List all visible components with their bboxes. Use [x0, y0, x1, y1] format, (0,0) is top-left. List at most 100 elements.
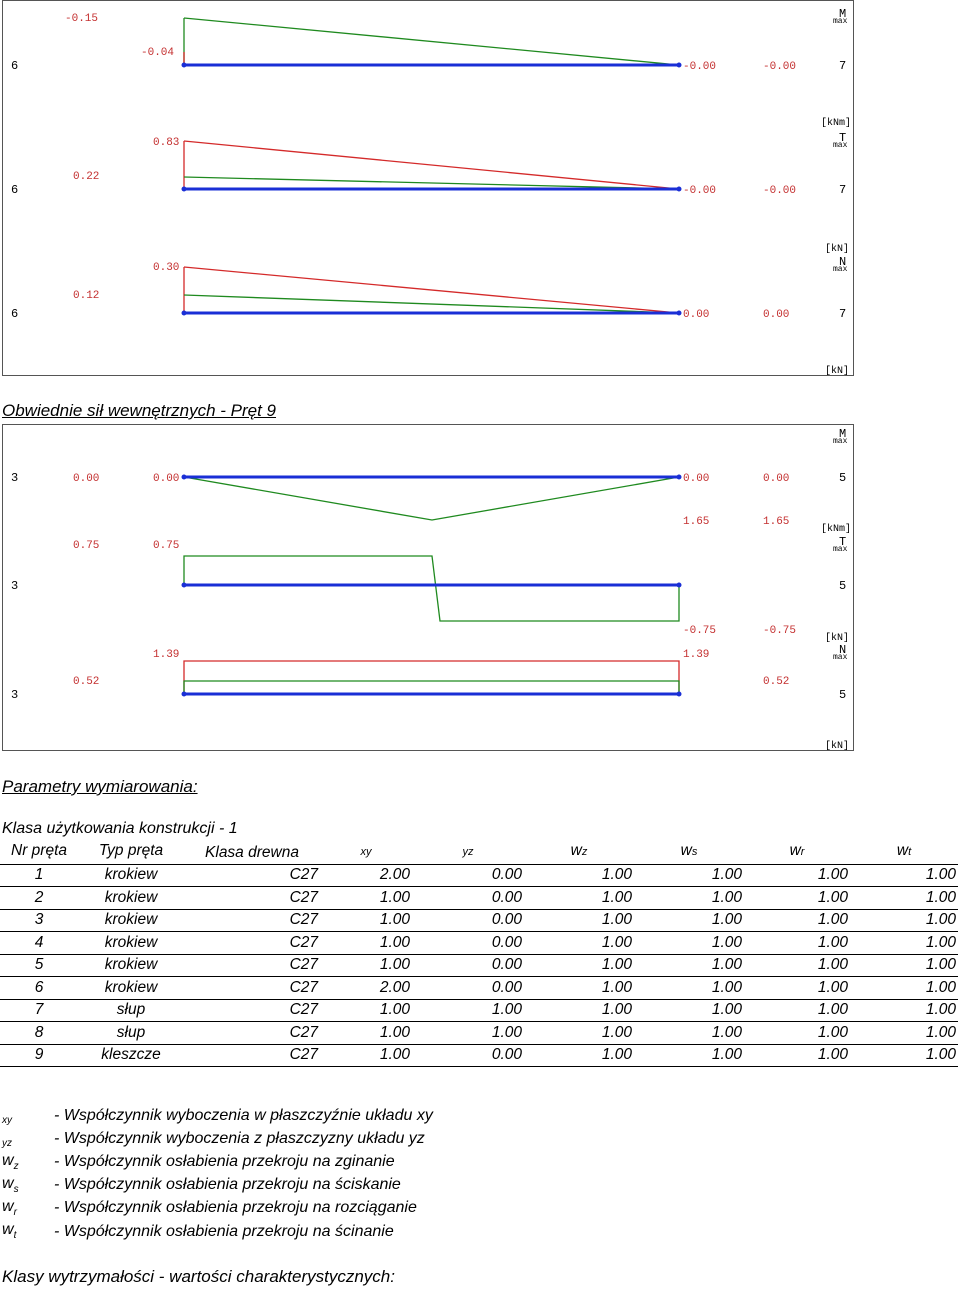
table-row: 8 słup C27 1.00 1.00 1.00 1.00 1.00 1.00 [0, 1021, 958, 1045]
n9-unit-sub: max [833, 653, 848, 662]
table-cell: 1 [0, 864, 78, 887]
col-header-wr: wr [744, 842, 850, 865]
legend-text: - Współczynnik wyboczenia w płaszczyźnie… [54, 1106, 433, 1124]
n-envelope-min [183, 294, 680, 314]
t-label-right-a: -0.00 [683, 185, 716, 197]
n9-unit-head: N [839, 643, 846, 657]
table-cell: krokiew [78, 954, 184, 977]
table-cell: C27 [184, 864, 320, 887]
table-cell: 1.00 [524, 864, 634, 887]
table-cell: 1.00 [850, 909, 958, 932]
t-envelope-max [183, 140, 680, 190]
table-cell: 3 [0, 909, 78, 932]
t9-node-left-dot [181, 582, 187, 588]
table-cell: 1.00 [744, 909, 850, 932]
legend-item: xy - Współczynnik wyboczenia w płaszczyźn… [2, 1104, 433, 1127]
t9-node-right-dot [676, 582, 682, 588]
table-cell: kleszcze [78, 1044, 184, 1067]
table-cell: C27 [184, 909, 320, 932]
m9-unit-sub: max [833, 437, 848, 446]
table-cell: 0.00 [412, 886, 524, 910]
table-cell: 2 [0, 886, 78, 910]
table-cell: 1.00 [850, 976, 958, 1000]
table-cell: 1.00 [412, 999, 524, 1022]
table-cell: 1.00 [524, 976, 634, 1000]
table-cell: krokiew [78, 909, 184, 932]
legend-symbol: ws [2, 1175, 19, 1196]
service-class-line: Klasa użytkowania konstrukcji - 1 [2, 820, 238, 837]
m9-envelope [183, 476, 680, 521]
m-node-right-dot [676, 62, 682, 68]
table-cell: 1.00 [634, 976, 744, 1000]
table-cell: 1.00 [524, 999, 634, 1022]
table-cell: 1.00 [744, 999, 850, 1022]
table-cell: 1.00 [320, 1021, 412, 1045]
n-unit: [kN] [825, 365, 849, 375]
col-header-xy: xy [320, 842, 412, 865]
legend-symbol: xy [2, 1114, 12, 1126]
col-header-ws: ws [634, 842, 744, 865]
symbol-legend: xy - Współczynnik wyboczenia w płaszczyźn… [2, 1104, 433, 1243]
col-header-wt: wt [850, 842, 958, 865]
table-cell: 1.00 [634, 954, 744, 977]
n-node-left-dot [181, 310, 187, 316]
t-unit-head: T [839, 131, 846, 145]
legend-text: - Współczynnik osłabienia przekroju na ś… [54, 1222, 394, 1240]
m-unit-head: M [839, 7, 846, 21]
table-cell: 1.00 [524, 954, 634, 977]
m9-label-r1: 0.00 [683, 473, 709, 485]
table-body: 1 krokiew C27 2.00 0.00 1.00 1.00 1.00 1.00 2 krok… [0, 864, 958, 1067]
n9-node-left: 3 [11, 688, 18, 702]
table-cell: 1.00 [320, 931, 412, 955]
table-cell: 1.00 [634, 886, 744, 910]
table-cell: 0.00 [412, 909, 524, 932]
table-cell: 1.00 [744, 1044, 850, 1067]
n-node-right: 7 [839, 307, 846, 321]
table-cell: 1.00 [524, 1044, 634, 1067]
legend-text: - Współczynnik osłabienia przekroju na ś… [54, 1176, 401, 1194]
legend-text: - Współczynnik osłabienia przekroju na r… [54, 1199, 417, 1217]
t9-label-b2: -0.75 [763, 625, 796, 637]
table-cell: 7 [0, 999, 78, 1022]
m9-node-left-dot [181, 474, 187, 480]
t9-envelope [183, 555, 680, 622]
table-cell: 1.00 [634, 1021, 744, 1045]
t-node-left-dot [181, 186, 187, 192]
table-row: 7 słup C27 1.00 1.00 1.00 1.00 1.00 1.00 [0, 999, 958, 1022]
diagram-9-svg: 3 5 M max [kNm] 0.00 0.00 0.00 0.00 1.65… [11, 427, 851, 750]
m9-node-right: 5 [839, 471, 846, 485]
t-unit-sub: max [833, 141, 848, 150]
table-cell: 1.00 [320, 909, 412, 932]
n9-label-t1: 1.39 [153, 649, 179, 661]
table-cell: 1.00 [850, 1044, 958, 1067]
t-envelope-min [183, 176, 680, 190]
table-row: 3 krokiew C27 1.00 0.00 1.00 1.00 1.00 1.00 [0, 909, 958, 932]
t9-label-l1: 0.75 [73, 540, 99, 552]
legend-text: - Współczynnik wyboczenia z płaszczyzny … [54, 1129, 425, 1147]
m-node-left: 6 [11, 59, 18, 73]
table-cell: krokiew [78, 864, 184, 887]
m-unit-sub: max [833, 17, 848, 26]
m9-unit: [kNm] [821, 523, 851, 535]
t-node-right-dot [676, 186, 682, 192]
n9-node-right-dot [676, 691, 682, 697]
t-label-top: 0.83 [153, 137, 179, 149]
table-cell: 1.00 [634, 909, 744, 932]
n9-node-right: 5 [839, 688, 846, 702]
table-row: 4 krokiew C27 1.00 0.00 1.00 1.00 1.00 1.00 [0, 931, 958, 955]
table-cell: 0.00 [412, 954, 524, 977]
m-label-left-mid: -0.04 [141, 47, 174, 59]
t-unit: [kN] [825, 243, 849, 255]
table-row: 6 krokiew C27 2.00 0.00 1.00 1.00 1.00 1.00 [0, 976, 958, 1000]
table-cell: C27 [184, 976, 320, 1000]
table-cell: 1.00 [320, 1044, 412, 1067]
table-cell: 1.00 [850, 864, 958, 887]
t-node-left: 6 [11, 183, 18, 197]
table-cell: C27 [184, 1044, 320, 1067]
table-row: 9 kleszcze C27 1.00 0.00 1.00 1.00 1.00 1.00 [0, 1044, 958, 1067]
col-header-yz: yz [412, 842, 524, 865]
m9-label-l1: 0.00 [73, 473, 99, 485]
table-cell: C27 [184, 954, 320, 977]
table-row: 5 krokiew C27 1.00 0.00 1.00 1.00 1.00 1.00 [0, 954, 958, 977]
table-cell: 1.00 [634, 864, 744, 887]
